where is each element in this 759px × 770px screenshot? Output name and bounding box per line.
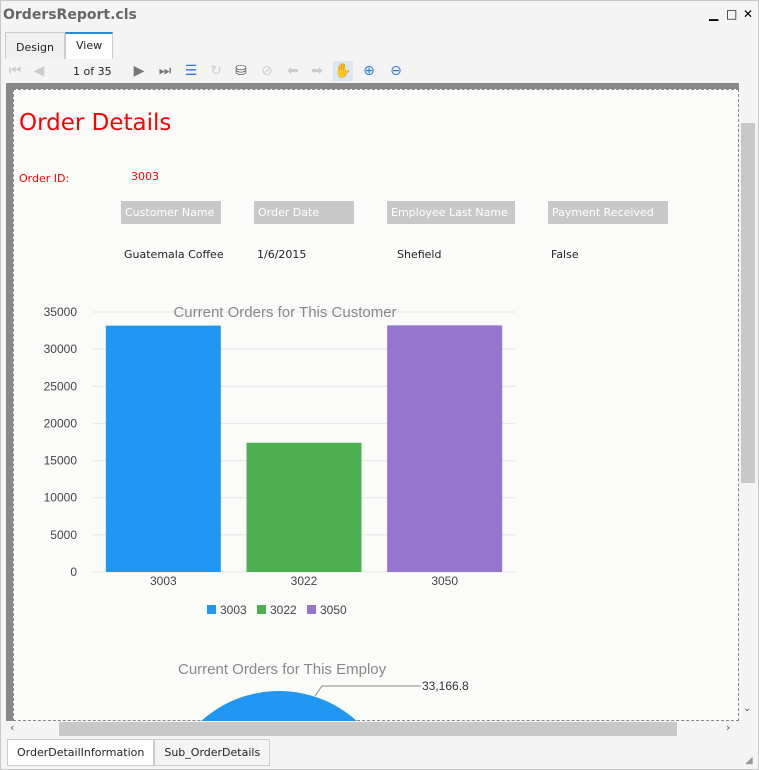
legend-label: 3050 bbox=[320, 603, 347, 617]
scroll-left-icon[interactable]: ‹ bbox=[10, 721, 15, 734]
first-page-icon[interactable]: ⏮ bbox=[8, 63, 22, 79]
x-tick-label: 3050 bbox=[431, 574, 458, 588]
zoom-in-icon[interactable]: ⊕ bbox=[363, 63, 375, 79]
column-header: Customer Name bbox=[121, 201, 221, 224]
back-icon[interactable]: ⬅ bbox=[287, 63, 299, 79]
bar-3050 bbox=[387, 325, 503, 572]
page-indicator: 1 of 35 bbox=[73, 65, 112, 78]
report-viewport: Order Details Order ID: 3003 Customer Na… bbox=[6, 83, 739, 721]
forward-icon[interactable]: ➡ bbox=[311, 63, 323, 79]
last-page-icon[interactable]: ⏭ bbox=[158, 63, 172, 79]
pie-chart-title: Current Orders for This Employ bbox=[178, 661, 387, 678]
tab-design[interactable]: Design bbox=[5, 32, 65, 59]
chart-title: Current Orders for This Customer bbox=[173, 304, 396, 321]
vertical-scroll-thumb[interactable] bbox=[741, 123, 755, 483]
x-tick-label: 3003 bbox=[150, 574, 177, 588]
cell-value: Shefield bbox=[397, 248, 442, 261]
window-title: OrdersReport.cls bbox=[3, 7, 137, 23]
y-tick-label: 0 bbox=[70, 565, 77, 579]
report-title: Order Details bbox=[19, 110, 172, 136]
column-header: Order Date bbox=[254, 201, 354, 224]
list-icon[interactable]: ☰ bbox=[184, 63, 198, 79]
legend-swatch bbox=[307, 605, 316, 614]
pie-label-leader bbox=[314, 685, 421, 697]
maximize-button[interactable]: □ bbox=[726, 7, 738, 21]
legend-swatch bbox=[207, 605, 216, 614]
charts-svg: 0 5000 10000 15000 20000 25000 30000 35000 Curre… bbox=[44, 304, 515, 721]
close-button[interactable]: ✕ bbox=[743, 7, 754, 21]
tab-view[interactable]: View bbox=[64, 32, 114, 59]
pie-data-label: 33,166.8 bbox=[422, 679, 469, 693]
next-page-icon[interactable]: ▶ bbox=[133, 63, 145, 79]
bar-3003 bbox=[105, 325, 221, 572]
scroll-down-icon[interactable]: ⌄ bbox=[743, 703, 752, 714]
resize-grip-icon[interactable]: ◢ bbox=[745, 755, 753, 766]
stop-icon[interactable]: ⊘ bbox=[261, 63, 273, 79]
export-icon[interactable]: ⛁ bbox=[235, 63, 247, 79]
scroll-right-icon[interactable]: › bbox=[726, 721, 731, 734]
cell-value: 1/6/2015 bbox=[257, 248, 307, 261]
hand-tool-icon[interactable]: ✋ bbox=[333, 61, 353, 81]
horizontal-scrollbar[interactable]: ‹ › bbox=[6, 721, 739, 737]
y-tick-label: 35000 bbox=[44, 305, 78, 319]
legend-label: 3022 bbox=[270, 603, 297, 617]
y-tick-label: 25000 bbox=[44, 379, 78, 393]
column-header: Employee Last Name bbox=[387, 201, 515, 224]
order-id-value: 3003 bbox=[131, 170, 159, 183]
minimize-button[interactable]: ▁ bbox=[709, 7, 719, 21]
order-id-label: Order ID: bbox=[19, 172, 70, 185]
cell-value: False bbox=[551, 248, 579, 261]
tab-order-detail-information[interactable]: OrderDetailInformation bbox=[7, 739, 155, 766]
tab-sub-order-details[interactable]: Sub_OrderDetails bbox=[154, 739, 271, 766]
cell-value: Guatemala Coffee bbox=[124, 248, 224, 261]
toolbar: ⏮ ◀ 1 of 35 ▶ ⏭ ☰ ↻ ⛁ ⊘ ⬅ ➡ ✋ ⊕ ⊖ bbox=[1, 59, 759, 83]
previous-page-icon[interactable]: ◀ bbox=[33, 63, 45, 79]
y-tick-label: 5000 bbox=[50, 528, 77, 542]
bar-3022 bbox=[246, 442, 362, 572]
horizontal-scroll-thumb[interactable] bbox=[59, 722, 677, 736]
y-tick-label: 30000 bbox=[44, 342, 78, 356]
vertical-scrollbar[interactable]: ⌄ bbox=[739, 89, 757, 721]
refresh-icon[interactable]: ↻ bbox=[210, 63, 222, 79]
pie-slice bbox=[201, 691, 357, 721]
legend-swatch bbox=[257, 605, 266, 614]
y-tick-label: 10000 bbox=[44, 491, 78, 505]
legend-label: 3003 bbox=[220, 603, 247, 617]
column-header: Payment Received bbox=[548, 201, 668, 224]
zoom-out-icon[interactable]: ⊖ bbox=[390, 63, 402, 79]
y-tick-label: 15000 bbox=[44, 454, 78, 468]
y-tick-label: 20000 bbox=[44, 416, 78, 430]
x-tick-label: 3022 bbox=[291, 574, 318, 588]
